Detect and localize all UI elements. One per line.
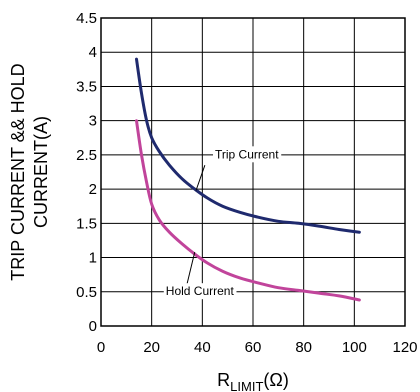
series-layer [135,57,361,302]
trip-current-label-background [213,146,282,163]
x-tick-label: 0 [97,339,105,356]
y-tick-label: 1.5 [76,215,97,232]
x-tick-labels: 0 20 40 60 80 100 120 [97,339,418,356]
annotation-layer: Trip Current Hold Current [163,146,282,300]
trip-current-line [135,57,361,234]
trip-current-annotation: Trip Current [215,147,279,161]
y-tick-label: 3 [89,113,97,130]
x-axis-title-unit: (Ω) [263,370,288,390]
x-axis-title: RLIMIT(Ω) [217,370,289,392]
y-tick-label: 2.5 [76,147,97,164]
hold-current-leader-line [186,251,196,284]
y-tick-label: 4.5 [76,10,97,27]
y-tick-label: 0.5 [76,284,97,301]
x-tick-label: 120 [392,339,417,356]
y-axis-title-line-2: CURRENT(A) [31,116,51,228]
y-axis-title: TRIP CURRENT && HOLD CURRENT(A) [8,63,51,280]
plot-frame [100,17,406,327]
x-tick-label: 80 [295,339,312,356]
y-tick-label: 2 [89,181,97,198]
trip-current-leader-line [195,164,206,191]
y-axis-title-line-1: TRIP CURRENT && HOLD [8,63,28,280]
x-tick-label: 40 [194,339,211,356]
hold-current-label-background [163,283,237,300]
hold-current-annotation: Hold Current [166,284,235,298]
hold-current-line [135,119,361,302]
x-axis-title-main: R [217,370,230,390]
x-tick-label: 60 [245,339,262,356]
y-tick-label: 0 [89,318,97,335]
y-tick-labels: 0 0.5 1 1.5 2 2.5 3 3.5 4 4.5 [76,10,97,335]
grid [101,18,405,326]
x-tick-label: 100 [342,339,367,356]
y-tick-label: 4 [89,44,97,61]
y-tick-label: 3.5 [76,78,97,95]
x-tick-label: 20 [143,339,160,356]
x-axis-title-subscript: LIMIT [230,379,263,392]
y-tick-label: 1 [89,250,97,267]
